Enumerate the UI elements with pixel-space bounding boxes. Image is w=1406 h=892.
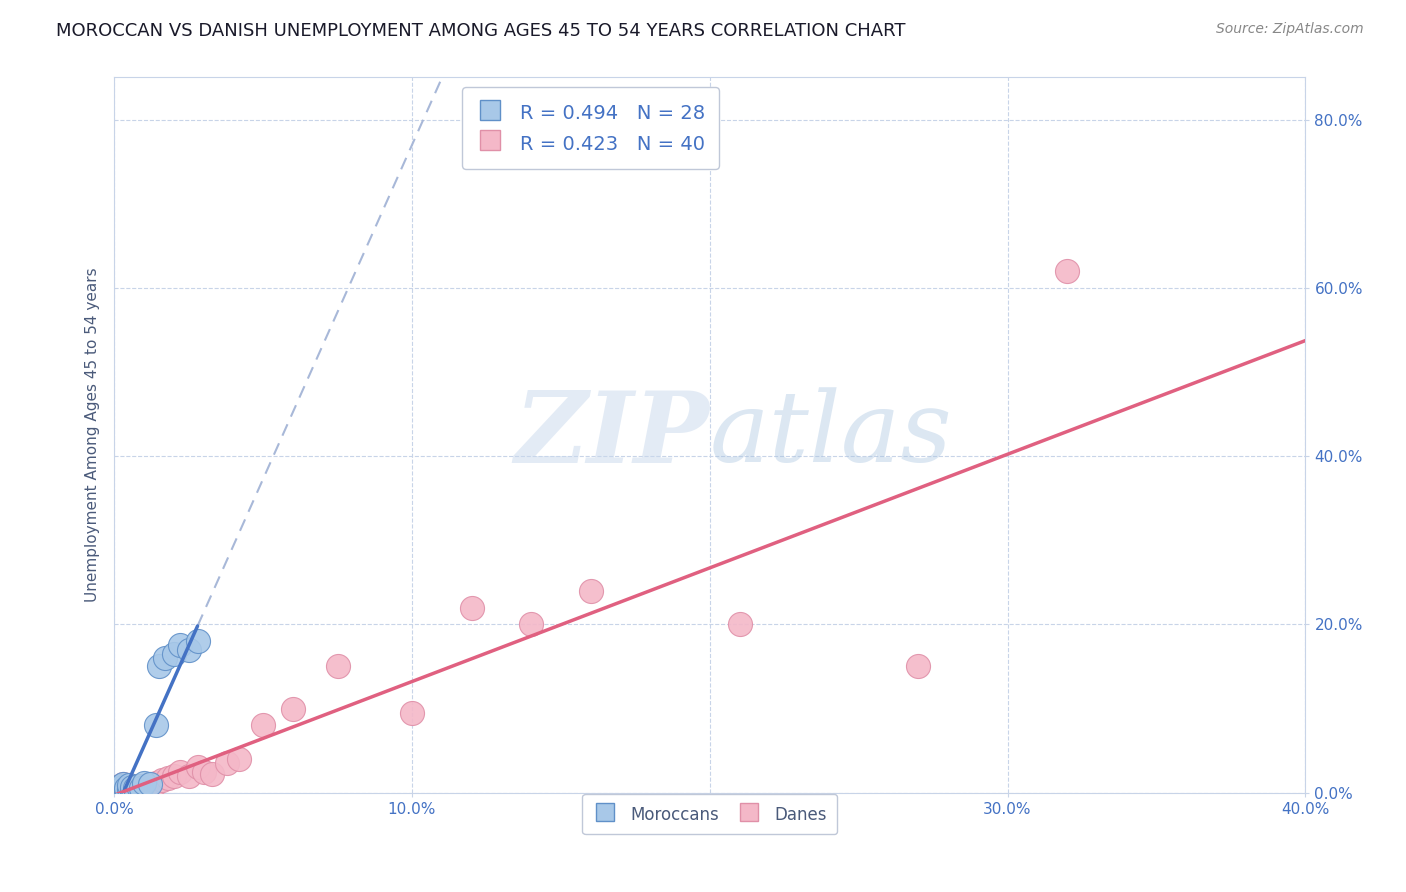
Point (139, 777, 162, 791)
Point (124, 781, 146, 796)
Point (145, 775, 167, 789)
Point (118, 778, 141, 792)
Point (187, 634, 209, 648)
Point (132, 775, 155, 789)
Point (118, 778, 141, 792)
Point (228, 752, 250, 766)
Point (108, 782, 131, 797)
Point (177, 769, 200, 783)
Point (108, 779, 131, 793)
Point (107, 784, 129, 798)
Text: ZIP: ZIP (515, 387, 710, 483)
Point (163, 769, 186, 783)
Point (326, 659, 349, 673)
Point (132, 780, 155, 794)
Y-axis label: Unemployment Among Ages 45 to 54 years: Unemployment Among Ages 45 to 54 years (86, 268, 100, 602)
Point (281, 701, 304, 715)
Point (115, 784, 138, 798)
Point (169, 639, 191, 653)
Point (121, 782, 143, 797)
Point (139, 777, 162, 791)
Point (156, 771, 179, 785)
Point (115, 783, 138, 797)
Point (112, 780, 135, 794)
Point (129, 780, 152, 795)
Point (148, 659, 170, 673)
Point (201, 767, 224, 781)
Point (252, 718, 274, 732)
Point (111, 781, 134, 796)
Point (115, 780, 138, 794)
Legend: Moroccans, Danes: Moroccans, Danes (582, 794, 837, 834)
Text: atlas: atlas (710, 387, 952, 483)
Point (118, 784, 141, 798)
Point (579, 583, 602, 598)
Point (108, 779, 131, 793)
Point (121, 783, 143, 797)
Point (107, 784, 129, 798)
Point (193, 764, 215, 779)
Point (153, 651, 176, 665)
Point (112, 783, 135, 797)
Point (105, 780, 128, 795)
Point (163, 647, 186, 661)
Point (121, 780, 143, 795)
Point (105, 780, 128, 795)
Point (124, 783, 146, 797)
Point (907, 659, 929, 673)
Point (520, 617, 543, 632)
Text: Source: ZipAtlas.com: Source: ZipAtlas.com (1216, 22, 1364, 37)
Point (127, 779, 149, 793)
Point (177, 642, 200, 657)
Text: MOROCCAN VS DANISH UNEMPLOYMENT AMONG AGES 45 TO 54 YEARS CORRELATION CHART: MOROCCAN VS DANISH UNEMPLOYMENT AMONG AG… (56, 22, 905, 40)
Point (112, 777, 135, 791)
Point (104, 785, 127, 799)
Point (105, 783, 128, 797)
Point (145, 718, 167, 732)
Point (112, 777, 135, 791)
Point (104, 785, 127, 799)
Point (112, 781, 135, 796)
Point (169, 764, 191, 779)
Point (129, 779, 152, 793)
Point (401, 706, 423, 720)
Point (187, 760, 209, 774)
Point (121, 780, 143, 794)
Point (118, 782, 141, 797)
Point (150, 772, 173, 787)
Point (460, 600, 482, 615)
Point (105, 783, 128, 797)
Point (127, 781, 149, 796)
Point (115, 780, 138, 795)
Point (217, 756, 239, 771)
Point (728, 617, 751, 632)
Point (1056, 264, 1078, 278)
Point (108, 782, 131, 797)
